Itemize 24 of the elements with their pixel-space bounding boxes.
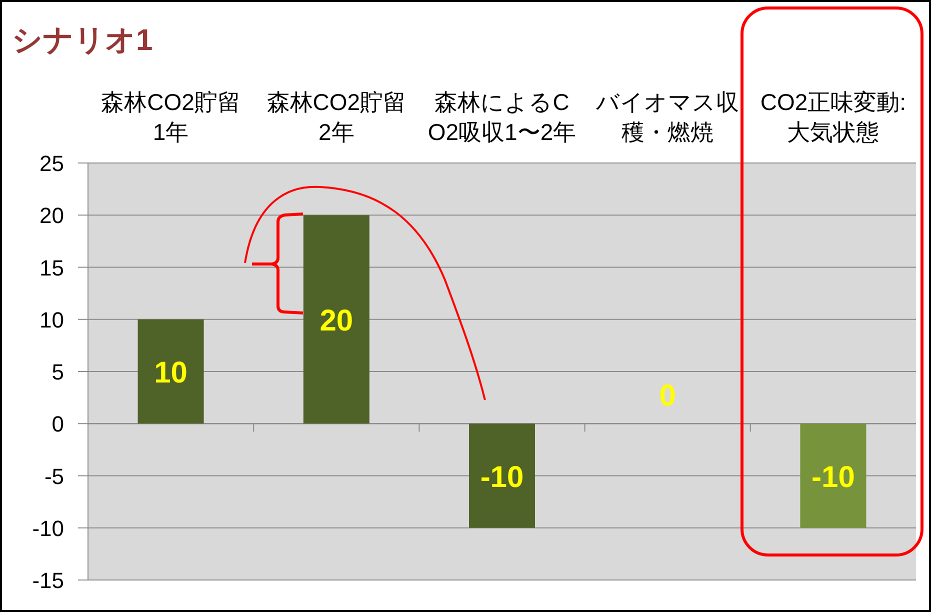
y-tick-label: 0 xyxy=(52,412,64,437)
data-label: -10 xyxy=(812,460,855,494)
y-tick-label: 25 xyxy=(40,151,64,176)
x-tick-label: 森林CO2貯留2年 xyxy=(266,89,406,145)
bar xyxy=(800,424,866,528)
y-tick-label: -5 xyxy=(44,464,64,489)
y-tick-label: -15 xyxy=(32,568,64,593)
x-tick-label: 森林によるCO2吸収1〜2年 xyxy=(428,89,576,145)
chart-title: シナリオ1 xyxy=(12,24,153,57)
data-label: 10 xyxy=(154,356,188,390)
y-tick-label: 10 xyxy=(40,307,64,332)
x-tick-label: CO2正味変動:大気状態 xyxy=(760,89,906,145)
y-tick-label: 15 xyxy=(40,255,64,280)
data-label: -10 xyxy=(480,460,524,494)
data-label: 0 xyxy=(659,380,676,413)
bar xyxy=(138,319,204,424)
bar xyxy=(469,424,535,528)
bar xyxy=(303,215,370,424)
y-tick-label: -10 xyxy=(32,516,64,541)
x-tick-label: バイオマス収穫・燃焼 xyxy=(595,89,740,145)
y-tick-label: 20 xyxy=(40,203,64,228)
data-label: 20 xyxy=(320,304,354,338)
x-tick-label: 森林CO2貯留1年 xyxy=(101,89,240,145)
y-tick-label: 5 xyxy=(52,360,64,384)
